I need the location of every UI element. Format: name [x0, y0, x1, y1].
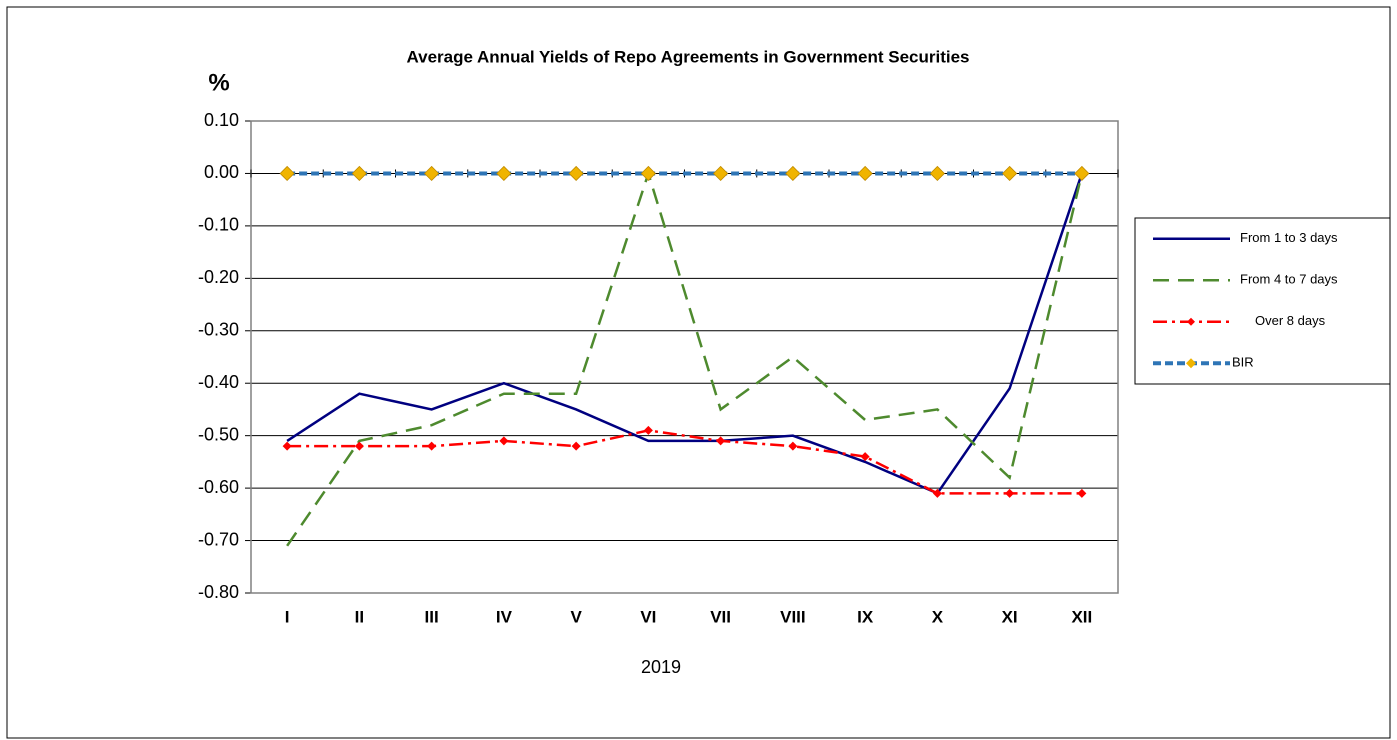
- series-marker: [568, 165, 584, 182]
- series-marker: [716, 436, 726, 446]
- x-tick-label: XI: [1002, 607, 1018, 626]
- series-marker: [788, 441, 798, 451]
- legend-marker: [1186, 358, 1196, 369]
- series-marker: [282, 441, 292, 451]
- series-marker: [932, 488, 942, 498]
- series-marker: [929, 165, 945, 182]
- x-tick-label: V: [570, 607, 582, 626]
- series-marker: [427, 441, 437, 451]
- series-marker: [1005, 488, 1015, 498]
- y-tick-label: -0.80: [198, 582, 239, 602]
- series-marker: [640, 165, 656, 182]
- y-tick-label: -0.20: [198, 267, 239, 287]
- y-tick-label: -0.30: [198, 320, 239, 340]
- x-tick-label: I: [285, 607, 290, 626]
- series-marker: [279, 165, 295, 182]
- y-tick-label: -0.40: [198, 372, 239, 392]
- legend-label: BIR: [1232, 355, 1254, 370]
- plot-border: [250, 120, 1119, 594]
- x-tick-label: VII: [710, 607, 731, 626]
- x-tick-label: VIII: [780, 607, 806, 626]
- y-tick-label: 0.10: [204, 110, 239, 130]
- chart-title: Average Annual Yields of Repo Agreements…: [406, 47, 969, 66]
- series-marker: [424, 165, 440, 182]
- y-tick-label: -0.60: [198, 477, 239, 497]
- y-tick-label: -0.70: [198, 529, 239, 549]
- x-tick-label: VI: [640, 607, 656, 626]
- series-marker: [1074, 165, 1090, 182]
- legend-label: From 1 to 3 days: [1240, 230, 1338, 245]
- plot-area: [251, 121, 1118, 593]
- x-tick-label: II: [355, 607, 364, 626]
- series-line: [286, 169, 1084, 547]
- legend-label: From 4 to 7 days: [1240, 272, 1338, 287]
- series-marker: [1002, 165, 1018, 182]
- series-marker: [785, 165, 801, 182]
- series-marker: [571, 441, 581, 451]
- series-marker: [857, 165, 873, 182]
- series-marker: [499, 436, 509, 446]
- y-axis-label: %: [208, 69, 229, 96]
- y-tick-label: -0.10: [198, 215, 239, 235]
- series-marker: [643, 425, 653, 435]
- series-marker: [713, 165, 729, 182]
- y-tick-label: 0.00: [204, 162, 239, 182]
- x-axis-label: 2019: [641, 657, 681, 677]
- y-tick-label: -0.50: [198, 424, 239, 444]
- legend-marker: [1187, 317, 1195, 326]
- legend-box: [1134, 217, 1391, 385]
- legend-label: Over 8 days: [1255, 313, 1326, 328]
- x-tick-label: IX: [857, 607, 874, 626]
- series-marker: [496, 165, 512, 182]
- series-line: [287, 429, 1082, 495]
- series-line: [286, 173, 1084, 495]
- x-tick-label: III: [425, 607, 439, 626]
- series-marker: [351, 165, 367, 182]
- series-marker: [354, 441, 364, 451]
- series-marker: [860, 452, 870, 462]
- series-marker: [1077, 488, 1087, 498]
- x-tick-label: X: [932, 607, 944, 626]
- x-tick-label: XII: [1071, 607, 1092, 626]
- x-tick-label: IV: [496, 607, 513, 626]
